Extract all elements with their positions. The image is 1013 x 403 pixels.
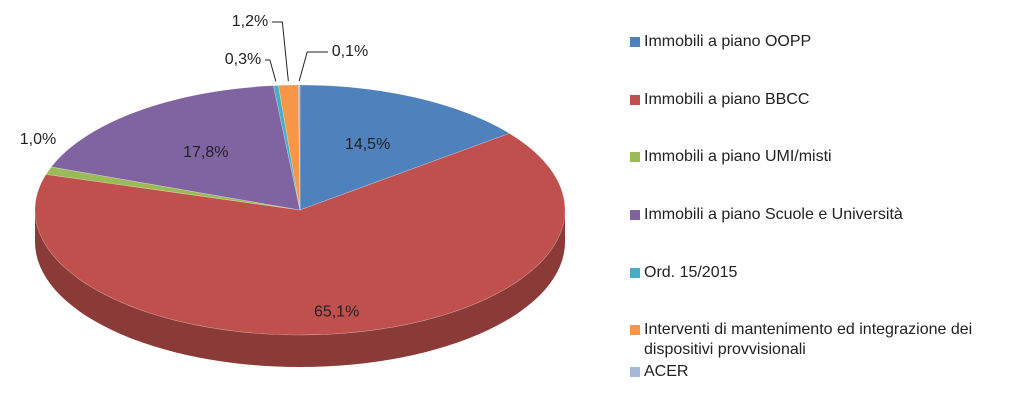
pie-slice: [278, 84, 301, 211]
legend-swatch: [630, 325, 640, 335]
legend-item: Immobili a piano UMI/misti: [630, 147, 1013, 167]
legend-label: Immobili a piano OOPP: [644, 33, 812, 50]
legend-item: Interventi di mantenimento ed integrazio…: [630, 320, 1013, 360]
pie-tops: [34, 84, 566, 336]
pie-sides: [35, 210, 565, 367]
legend-item: Immobili a piano Scuole e Università: [630, 205, 1013, 225]
data-label: 1,0%: [20, 131, 56, 148]
legend-label: Ord. 15/2015: [644, 264, 738, 281]
leader-line: [265, 59, 277, 82]
legend-swatch: [630, 268, 640, 278]
legend-swatch: [630, 152, 640, 162]
legend-swatch: [630, 37, 640, 47]
data-label: 17,8%: [183, 144, 228, 161]
leader-line: [272, 21, 289, 82]
legend-label: Interventi di mantenimento ed integrazio…: [644, 321, 973, 358]
legend-swatch: [630, 95, 640, 105]
legend-label: Immobili a piano BBCC: [644, 91, 810, 108]
legend-label: Immobili a piano Scuole e Università: [644, 206, 903, 223]
legend-label: ACER: [644, 363, 689, 380]
data-label: 0,3%: [225, 51, 261, 68]
pie-slice: [299, 84, 511, 211]
pie-side: [35, 210, 565, 367]
leader-line: [298, 51, 328, 82]
legend-swatch: [630, 210, 640, 220]
legend-item: ACER: [630, 362, 1013, 382]
legend-item: Ord. 15/2015: [630, 263, 1013, 283]
legend-swatch: [630, 367, 640, 377]
legend-label: Immobili a piano UMI/misti: [644, 148, 832, 165]
pie-slice: [50, 85, 301, 211]
legend-item: Immobili a piano BBCC: [630, 90, 1013, 110]
data-label: 65,1%: [314, 303, 359, 320]
data-label: 14,5%: [345, 136, 390, 153]
pie-slice: [45, 166, 301, 211]
chart: 14,5% 65,1% 1,0% 17,8% 0,3% 1,2% 0,1%: [20, 13, 566, 367]
data-label: 1,2%: [232, 13, 268, 30]
legend-item: Immobili a piano OOPP: [630, 32, 1013, 52]
pie-slice: [273, 85, 301, 211]
pie-slice: [298, 84, 301, 211]
data-label: 0,1%: [332, 43, 368, 60]
pie-slice: [34, 133, 566, 336]
